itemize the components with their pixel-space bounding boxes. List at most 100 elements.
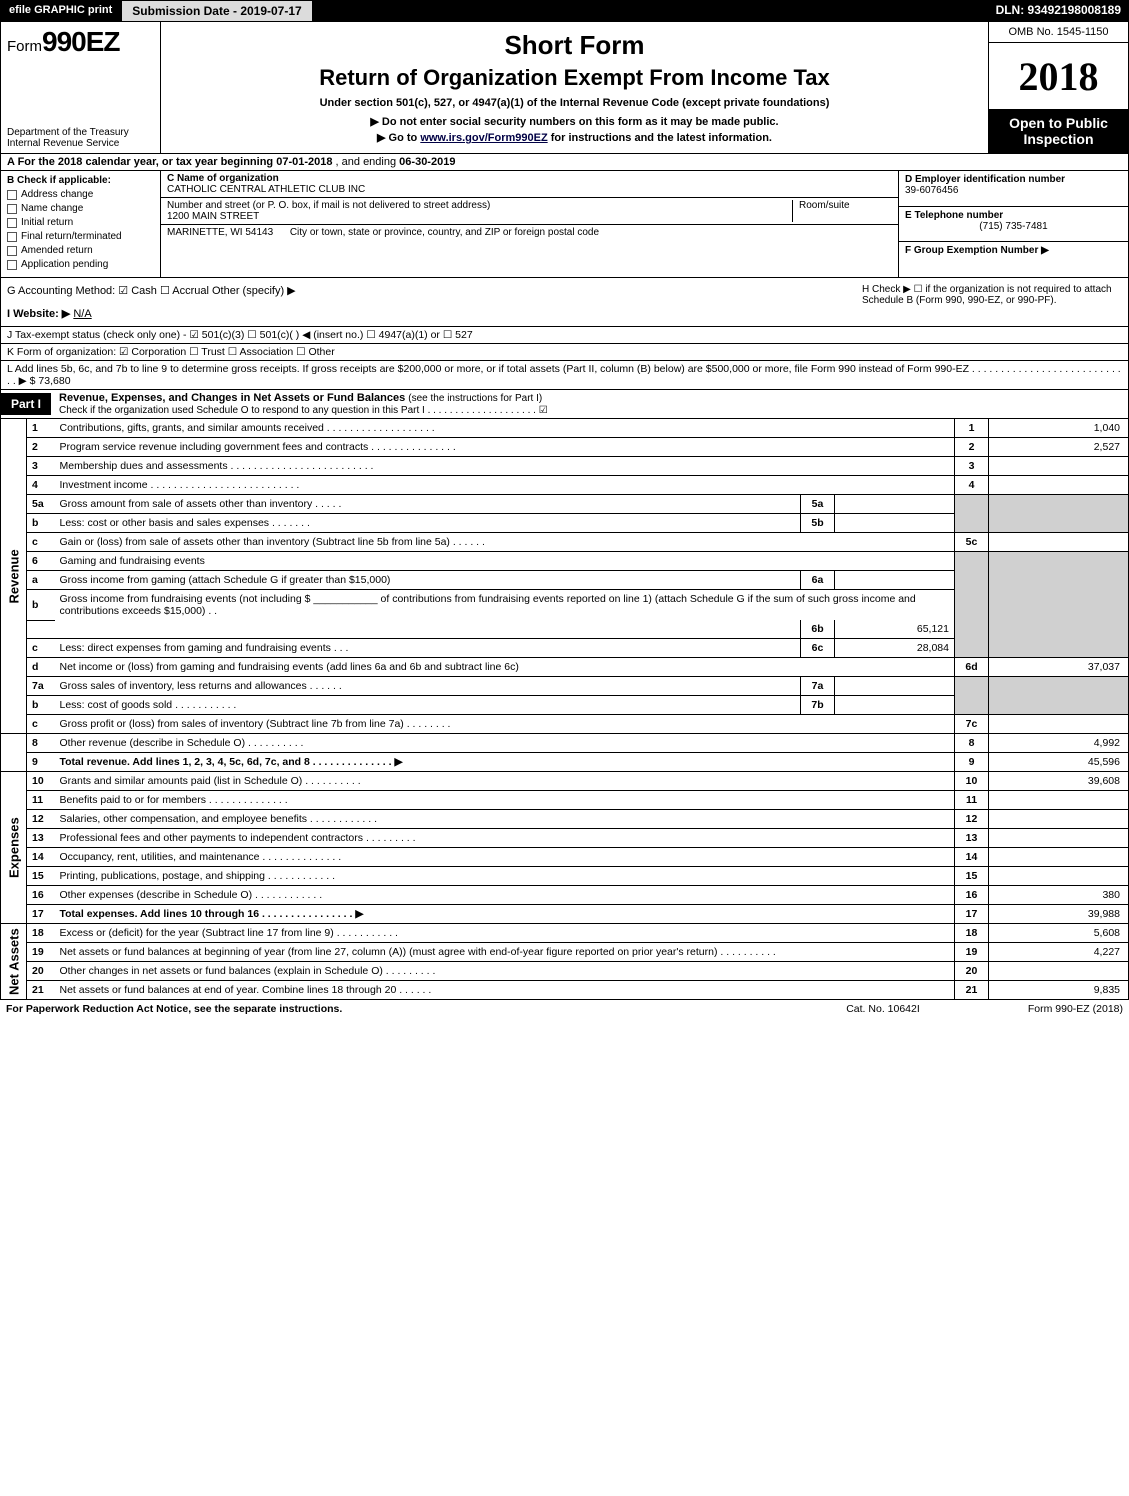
l7b-num: b	[27, 696, 55, 715]
ein-value: 39-6076456	[905, 185, 1122, 196]
header-left: Form990EZ Department of the Treasury Int…	[1, 22, 161, 153]
l16-num: 16	[27, 886, 55, 905]
l9-num: 9	[27, 753, 55, 772]
l13-amt	[989, 829, 1129, 848]
e-phone-block: E Telephone number (715) 735-7481	[899, 207, 1128, 243]
h-check: H Check ▶ ☐ if the organization is not r…	[862, 284, 1122, 320]
l3-num: 3	[27, 457, 55, 476]
l6a-desc: Gross income from gaming (attach Schedul…	[55, 571, 801, 590]
l21-amt: 9,835	[989, 981, 1129, 1000]
row-a-begin: 07-01-2018	[276, 156, 332, 168]
l2-ln: 2	[955, 438, 989, 457]
l13-num: 13	[27, 829, 55, 848]
l6c-num: c	[27, 639, 55, 658]
efile-print-button[interactable]: efile GRAPHIC print	[0, 0, 121, 22]
l14-num: 14	[27, 848, 55, 867]
l16-desc: Other expenses (describe in Schedule O) …	[55, 886, 955, 905]
line-19: 19 Net assets or fund balances at beginn…	[1, 943, 1129, 962]
cb-initial-return[interactable]: Initial return	[7, 217, 154, 228]
i-website: I Website: ▶ N/A	[7, 307, 862, 320]
l7a-in: 7a	[801, 677, 835, 696]
l10-amt: 39,608	[989, 772, 1129, 791]
l5ab-shade	[955, 495, 989, 533]
form-header: Form990EZ Department of the Treasury Int…	[0, 22, 1129, 154]
l5a-in: 5a	[801, 495, 835, 514]
street-block: Number and street (or P. O. box, if mail…	[161, 198, 898, 225]
l7c-desc: Gross profit or (loss) from sales of inv…	[55, 715, 955, 734]
l7b-iv	[835, 696, 955, 715]
form-container: efile GRAPHIC print Submission Date - 20…	[0, 0, 1129, 1018]
line-4: 4 Investment income . . . . . . . . . . …	[1, 476, 1129, 495]
l5a-desc: Gross amount from sale of assets other t…	[55, 495, 801, 514]
line-12: 12 Salaries, other compensation, and emp…	[1, 810, 1129, 829]
netassets-side-label: Net Assets	[1, 924, 27, 1000]
l6c-iv: 28,084	[835, 639, 955, 658]
l4-num: 4	[27, 476, 55, 495]
l14-amt	[989, 848, 1129, 867]
l12-ln: 12	[955, 810, 989, 829]
l6a-num: a	[27, 571, 55, 590]
section-b: B Check if applicable: Address change Na…	[0, 171, 1129, 278]
cb-amended-return[interactable]: Amended return	[7, 245, 154, 256]
l5b-desc: Less: cost or other basis and sales expe…	[55, 514, 801, 533]
l11-amt	[989, 791, 1129, 810]
l16-ln: 16	[955, 886, 989, 905]
room-suite: Room/suite	[792, 200, 892, 222]
l6d-amt: 37,037	[989, 658, 1129, 677]
col-b-right: D Employer identification number 39-6076…	[898, 171, 1128, 277]
l12-num: 12	[27, 810, 55, 829]
line-1: Revenue 1 Contributions, gifts, grants, …	[1, 419, 1129, 438]
dln-number: DLN: 93492198008189	[988, 0, 1129, 22]
phone-value: (715) 735-7481	[905, 221, 1122, 232]
l20-desc: Other changes in net assets or fund bala…	[55, 962, 955, 981]
irs-link[interactable]: www.irs.gov/Form990EZ	[420, 132, 547, 144]
l6-num: 6	[27, 552, 55, 571]
form-990ez: 990EZ	[42, 26, 120, 57]
l6-shade-amt	[989, 552, 1129, 658]
l6b-in: 6b	[801, 620, 835, 639]
instr-pre: ▶ Go to	[377, 132, 420, 144]
l7b-desc: Less: cost of goods sold . . . . . . . .…	[55, 696, 801, 715]
form-prefix: Form	[7, 38, 42, 55]
line-15: 15 Printing, publications, postage, and …	[1, 867, 1129, 886]
l6a-iv	[835, 571, 955, 590]
l18-num: 18	[27, 924, 55, 943]
instruction-link: ▶ Go to www.irs.gov/Form990EZ for instru…	[171, 131, 978, 144]
omb-number: OMB No. 1545-1150	[989, 22, 1128, 43]
l5c-amt	[989, 533, 1129, 552]
e-label: E Telephone number	[905, 210, 1122, 221]
line-7a: 7a Gross sales of inventory, less return…	[1, 677, 1129, 696]
line-17: 17 Total expenses. Add lines 10 through …	[1, 905, 1129, 924]
line-6: 6 Gaming and fundraising events	[1, 552, 1129, 571]
l1-num: 1	[27, 419, 55, 438]
l2-amt: 2,527	[989, 438, 1129, 457]
l14-ln: 14	[955, 848, 989, 867]
line-8: 8 Other revenue (describe in Schedule O)…	[1, 734, 1129, 753]
cb-address-change[interactable]: Address change	[7, 189, 154, 200]
line-11: 11 Benefits paid to or for members . . .…	[1, 791, 1129, 810]
l15-ln: 15	[955, 867, 989, 886]
cb-final-return[interactable]: Final return/terminated	[7, 231, 154, 242]
l11-num: 11	[27, 791, 55, 810]
l7ab-shade-amt	[989, 677, 1129, 715]
col-b-check: B Check if applicable: Address change Na…	[1, 171, 161, 277]
row-l: L Add lines 5b, 6c, and 7b to line 9 to …	[0, 361, 1129, 390]
cb-name-change[interactable]: Name change	[7, 203, 154, 214]
top-spacer	[313, 0, 988, 22]
l6d-num: d	[27, 658, 55, 677]
part1-title-text: Revenue, Expenses, and Changes in Net As…	[59, 392, 405, 404]
cb-application-pending[interactable]: Application pending	[7, 259, 154, 270]
l17-desc: Total expenses. Add lines 10 through 16 …	[55, 905, 955, 924]
l6a-in: 6a	[801, 571, 835, 590]
l18-ln: 18	[955, 924, 989, 943]
c-org-name-block: C Name of organization CATHOLIC CENTRAL …	[161, 171, 898, 198]
b-check-label: B Check if applicable:	[7, 175, 154, 186]
header-right: OMB No. 1545-1150 2018 Open to Public In…	[988, 22, 1128, 153]
dept-treasury: Department of the Treasury	[7, 127, 154, 138]
l6b-desc2	[55, 620, 801, 639]
l4-amt	[989, 476, 1129, 495]
rev-side-2	[1, 734, 27, 772]
l11-ln: 11	[955, 791, 989, 810]
l16-amt: 380	[989, 886, 1129, 905]
line-3: 3 Membership dues and assessments . . . …	[1, 457, 1129, 476]
